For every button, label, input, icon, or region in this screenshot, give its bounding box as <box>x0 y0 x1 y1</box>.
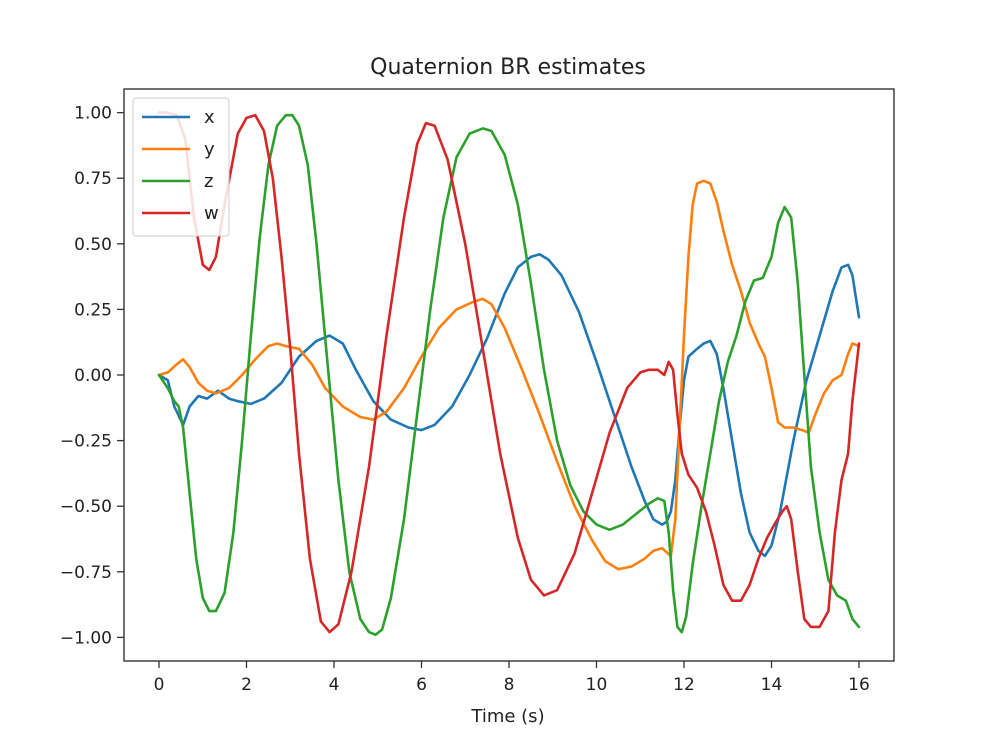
x-tick-label: 6 <box>416 675 427 695</box>
x-tick-label: 12 <box>673 675 695 695</box>
x-tick-label: 8 <box>504 675 515 695</box>
y-tick-label: 0.50 <box>74 235 112 255</box>
x-tick-label: 14 <box>761 675 783 695</box>
series-lines <box>157 111 861 637</box>
series-line-z <box>157 113 861 637</box>
y-tick-label: −0.75 <box>60 563 112 583</box>
legend-label-x: x <box>204 107 215 128</box>
series-line-w <box>157 111 861 634</box>
legend-label-y: y <box>204 139 215 160</box>
y-tick-label: 0.00 <box>74 366 112 386</box>
legend-label-w: w <box>204 203 219 224</box>
y-tick-label: −0.50 <box>60 497 112 517</box>
y-tick-label: −1.00 <box>60 628 112 648</box>
x-axis-label: Time (s) <box>470 706 544 727</box>
y-tick-label: 0.25 <box>74 300 112 320</box>
legend-box <box>132 97 230 237</box>
x-tick-label: 10 <box>586 675 608 695</box>
x-axis: 0 2 4 6 8 10 12 14 16 <box>154 661 870 695</box>
x-tick-label: 4 <box>329 675 340 695</box>
chart-title: Quaternion BR estimates <box>370 55 646 80</box>
y-tick-label: 1.00 <box>74 104 112 124</box>
legend-label-z: z <box>204 171 213 192</box>
series-line-x <box>157 253 861 558</box>
x-tick-label: 16 <box>848 675 870 695</box>
y-tick-label: −0.25 <box>60 432 112 452</box>
y-axis: 1.00 0.75 0.50 0.25 0.00 −0.25 −0.50 −0.75 −1.00 <box>60 104 124 648</box>
series-line-y <box>157 179 861 571</box>
x-tick-label: 0 <box>154 675 165 695</box>
y-tick-label: 0.75 <box>74 169 112 189</box>
x-tick-label: 2 <box>241 675 252 695</box>
